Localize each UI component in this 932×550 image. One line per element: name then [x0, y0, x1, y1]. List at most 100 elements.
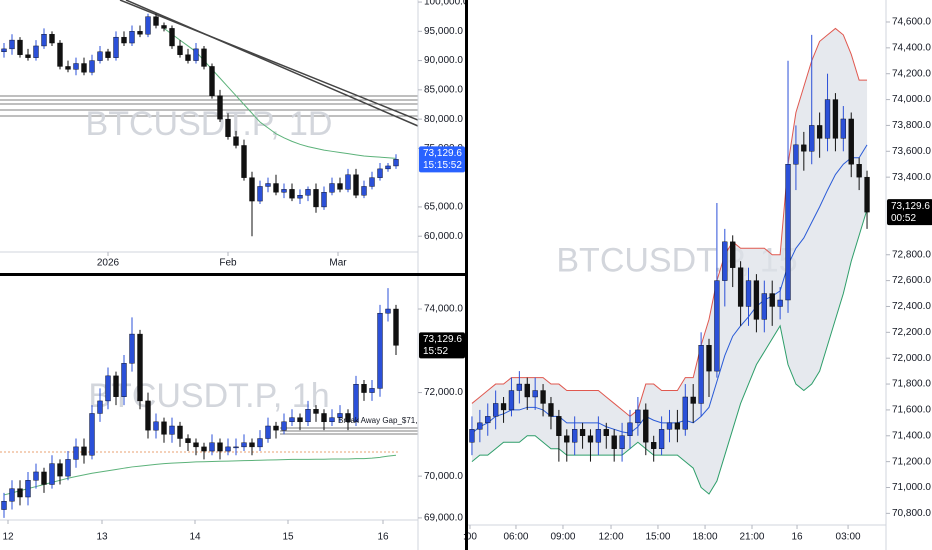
panel-divider — [0, 273, 467, 276]
candle-body — [337, 183, 343, 190]
candle-body — [249, 177, 255, 202]
candle-body — [113, 36, 119, 58]
candle-body — [289, 417, 295, 423]
x-tick-label: 18:00 — [693, 532, 718, 543]
candle-body — [753, 280, 760, 320]
x-tick-label: 15:00 — [645, 532, 670, 543]
x-tick-label: 14 — [189, 532, 201, 543]
candle-body — [353, 384, 359, 423]
candle-body — [564, 435, 570, 443]
candle-body — [777, 299, 783, 307]
candle-body — [41, 34, 47, 47]
candle-body — [233, 446, 239, 449]
x-tick-label: Feb — [219, 258, 237, 269]
candle-body — [572, 429, 578, 443]
candle-body — [337, 413, 343, 418]
candle-body — [361, 186, 367, 196]
panel-divider — [465, 0, 468, 550]
candle-body — [89, 60, 95, 73]
candle-body — [241, 145, 247, 178]
candle-body — [809, 125, 815, 152]
candle-body — [730, 241, 736, 268]
y-tick-label: 71,800.0 — [892, 379, 931, 390]
x-tick-label: 13 — [96, 532, 108, 543]
candle-body — [73, 63, 79, 70]
candle-body — [329, 417, 335, 423]
candle-body — [532, 390, 538, 398]
candle-body — [674, 422, 681, 430]
y-tick-label: 60,000.0 — [424, 231, 463, 242]
x-tick-label: 2026 — [97, 258, 120, 269]
candle-body — [137, 31, 143, 35]
candle-body — [57, 42, 63, 67]
candle-body — [233, 136, 239, 146]
candle-body — [225, 446, 231, 452]
candle-body — [706, 345, 712, 372]
y-tick-label: 73,600.0 — [892, 146, 931, 157]
trend-line — [125, 0, 418, 127]
candle-body — [249, 442, 255, 448]
candle-body — [305, 409, 311, 423]
candle-body — [121, 36, 127, 44]
price-label: 73,129.6 — [423, 334, 462, 345]
y-tick-label: 72,000.0 — [424, 387, 463, 398]
candle-body — [682, 396, 688, 430]
y-tick-label: 72,800.0 — [892, 249, 931, 260]
y-tick-label: 74,000.0 — [424, 304, 463, 315]
x-tick-label: 12 — [2, 532, 14, 543]
candle-body — [769, 293, 775, 307]
candle-body — [273, 425, 279, 431]
candle-body — [377, 312, 383, 389]
candle-body — [273, 183, 279, 193]
candle-body — [9, 39, 15, 50]
candle-body — [145, 16, 151, 35]
candle-body — [516, 383, 523, 391]
candle-body — [9, 488, 15, 502]
candle-body — [369, 388, 375, 393]
x-tick-label: 15 — [282, 532, 294, 543]
candle-body — [265, 425, 271, 439]
candle-body — [57, 463, 63, 477]
candle-body — [209, 66, 215, 96]
price-label: 73,129.6 — [423, 148, 462, 159]
candle-body — [393, 159, 399, 167]
candle-body — [185, 54, 191, 61]
candle-body — [65, 459, 71, 477]
candle-body — [33, 471, 39, 481]
candle-body — [345, 174, 351, 190]
candle-body — [193, 48, 199, 61]
y-tick-label: 70,800.0 — [892, 508, 931, 519]
candle-body — [185, 438, 191, 443]
candle-body — [329, 183, 335, 193]
candle-body — [793, 144, 799, 165]
y-tick-label: 85,000.0 — [424, 84, 463, 95]
candle-body — [469, 429, 475, 443]
candle-body — [81, 446, 87, 456]
y-tick-label: 73,400.0 — [892, 172, 931, 183]
panel-daily: BTCUSDT.P, 1D — [0, 0, 418, 237]
candle-body — [33, 45, 39, 58]
candle-body — [587, 435, 594, 443]
candle-body — [313, 409, 319, 414]
candle-body — [556, 416, 562, 436]
candle-body — [864, 176, 870, 213]
price-label-box — [419, 332, 465, 359]
candle-body — [658, 429, 665, 449]
candle-body — [201, 48, 207, 67]
candle-body — [25, 54, 31, 58]
candle-body — [611, 435, 617, 449]
candle-body — [217, 442, 223, 452]
x-tick-label: 21:00 — [739, 532, 764, 543]
y-tick-label: 74,000.0 — [892, 94, 931, 105]
x-tick-label: 06:00 — [503, 532, 528, 543]
panel-hourly: BTCUSDT.P, 1h Break Away Gap_$71,000.00 — [0, 288, 418, 518]
candle-body — [129, 31, 135, 44]
candle-body — [97, 400, 103, 414]
y-tick-label: 72,200.0 — [892, 327, 931, 338]
candle-body — [25, 480, 31, 498]
candle-body — [17, 488, 23, 498]
candle-body — [508, 390, 515, 411]
candle-body — [321, 192, 327, 208]
